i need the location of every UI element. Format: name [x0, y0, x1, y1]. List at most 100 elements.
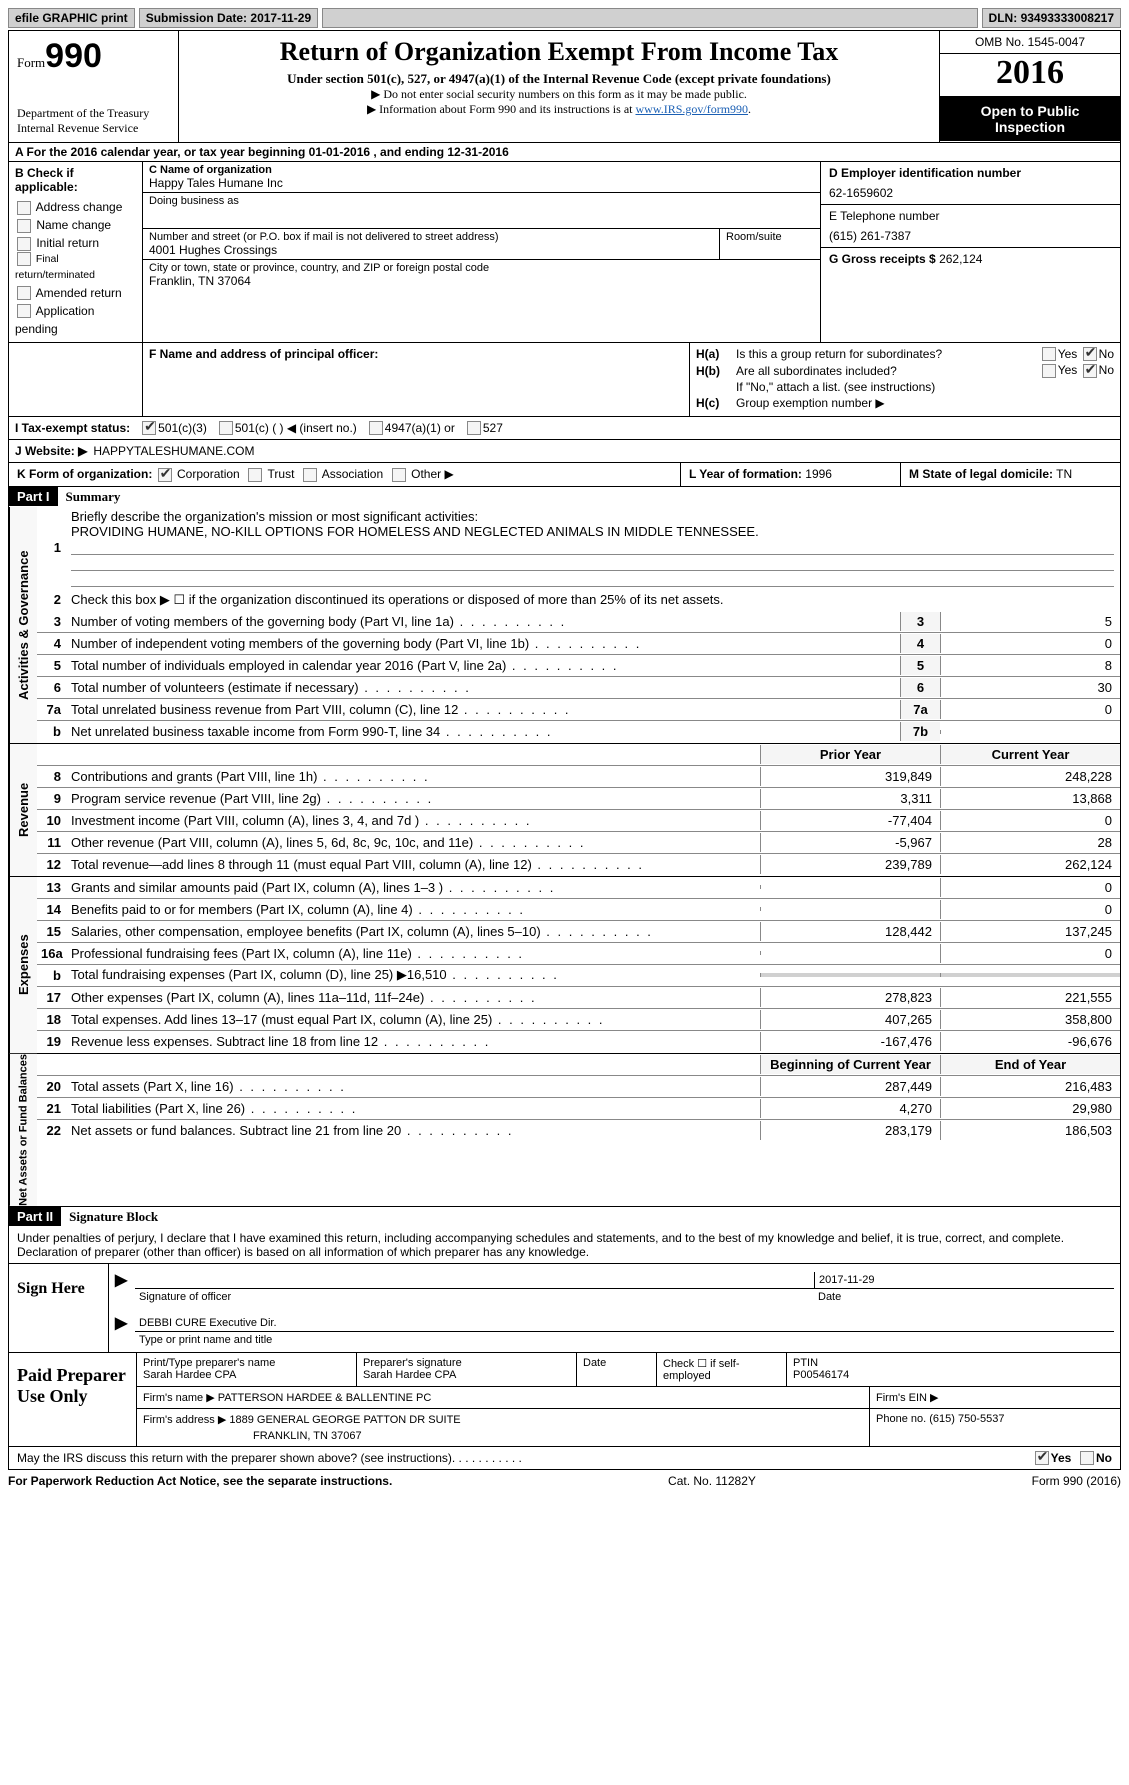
city-cell: City or town, state or province, country…	[143, 260, 820, 290]
summary-line: 17Other expenses (Part IX, column (A), l…	[37, 987, 1120, 1009]
ha-no[interactable]	[1083, 347, 1097, 361]
summary-line: 18Total expenses. Add lines 13–17 (must …	[37, 1009, 1120, 1031]
form-ref: Form 990 (2016)	[1032, 1474, 1121, 1488]
officer-name: DEBBI CURE Executive Dir.	[135, 1315, 1114, 1331]
summary-line: 7aTotal unrelated business revenue from …	[37, 699, 1120, 721]
open-inspection: Open to Public Inspection	[940, 97, 1120, 141]
form-title: Return of Organization Exempt From Incom…	[187, 37, 931, 67]
summary-line: 15Salaries, other compensation, employee…	[37, 921, 1120, 943]
chk-final-return[interactable]: Final return/terminated	[15, 252, 136, 284]
summary-line: 10Investment income (Part VIII, column (…	[37, 810, 1120, 832]
chk-initial-return[interactable]: Initial return	[15, 234, 136, 252]
chk-501c3[interactable]	[142, 421, 156, 435]
footer: For Paperwork Reduction Act Notice, see …	[8, 1470, 1121, 1492]
section-l: L Year of formation: 1996	[680, 463, 900, 486]
street-cell: Number and street (or P.O. box if mail i…	[143, 229, 720, 260]
section-m: M State of legal domicile: TN	[900, 463, 1120, 486]
section-a: A For the 2016 calendar year, or tax yea…	[8, 143, 1121, 162]
summary-line: 6Total number of volunteers (estimate if…	[37, 677, 1120, 699]
chk-amended[interactable]: Amended return	[15, 284, 136, 302]
governance-section: Activities & Governance 1 Briefly descri…	[8, 507, 1121, 744]
summary-line: 4Number of independent voting members of…	[37, 633, 1120, 655]
firm-city: FRANKLIN, TN 37067	[253, 1430, 863, 1442]
summary-line: 19Revenue less expenses. Subtract line 1…	[37, 1031, 1120, 1053]
city-state-zip: Franklin, TN 37064	[149, 274, 814, 288]
summary-line: 21Total liabilities (Part X, line 26)4,2…	[37, 1098, 1120, 1120]
section-f: F Name and address of principal officer:	[143, 343, 690, 417]
chk-4947[interactable]	[369, 421, 383, 435]
ha-yes[interactable]	[1042, 347, 1056, 361]
summary-line: 3Number of voting members of the governi…	[37, 611, 1120, 633]
firm-address: 1889 GENERAL GEORGE PATTON DR SUITE	[229, 1414, 460, 1426]
signature-block: Under penalties of perjury, I declare th…	[8, 1227, 1121, 1353]
summary-line: 12Total revenue—add lines 8 through 11 (…	[37, 854, 1120, 876]
form-subtitle: Under section 501(c), 527, or 4947(a)(1)…	[187, 71, 931, 87]
topbar-spacer	[322, 8, 977, 28]
form-note2: ▶ Information about Form 990 and its ins…	[187, 102, 931, 117]
section-g: G Gross receipts $ 262,124	[821, 248, 1120, 270]
firm-phone: (615) 750-5537	[929, 1413, 1004, 1425]
sections-deg: D Employer identification number 62-1659…	[820, 162, 1120, 342]
revenue-tab: Revenue	[9, 744, 37, 876]
governance-tab: Activities & Governance	[9, 507, 37, 743]
dln: DLN: 93493333008217	[982, 8, 1121, 28]
hb-no[interactable]	[1083, 364, 1097, 378]
chk-other[interactable]	[392, 468, 406, 482]
section-b-label: B Check if applicable:	[15, 166, 136, 194]
section-j: J Website: ▶ HAPPYTALESHUMANE.COM	[8, 440, 1121, 463]
summary-line: 9Program service revenue (Part VIII, lin…	[37, 788, 1120, 810]
header-left: Form990 Department of the Treasury Inter…	[9, 31, 179, 142]
section-i: I Tax-exempt status: 501(c)(3) 501(c) ( …	[8, 417, 1121, 440]
irs-label: Internal Revenue Service	[17, 121, 170, 136]
summary-line: 8Contributions and grants (Part VIII, li…	[37, 766, 1120, 788]
discuss-yes[interactable]	[1035, 1451, 1049, 1465]
street-address: 4001 Hughes Crossings	[149, 243, 713, 257]
summary-line: bNet unrelated business taxable income f…	[37, 721, 1120, 743]
preparer-signature: Sarah Hardee CPA	[363, 1369, 570, 1381]
paid-preparer-label: Paid Preparer Use Only	[9, 1353, 137, 1446]
form-note1: ▶ Do not enter social security numbers o…	[187, 87, 931, 102]
form-label: Form	[17, 55, 45, 70]
firm-name: PATTERSON HARDEE & BALLENTINE PC	[218, 1392, 432, 1404]
org-name: Happy Tales Humane Inc	[149, 176, 814, 190]
discuss-no[interactable]	[1080, 1451, 1094, 1465]
summary-line: 16aProfessional fundraising fees (Part I…	[37, 943, 1120, 965]
chk-address-change[interactable]: Address change	[15, 198, 136, 216]
sign-here-label: Sign Here	[9, 1264, 109, 1352]
preparer-name: Sarah Hardee CPA	[143, 1369, 350, 1381]
efile-label: efile GRAPHIC print	[8, 8, 135, 28]
dba-cell: Doing business as	[143, 193, 820, 229]
top-bar: efile GRAPHIC print Submission Date: 201…	[8, 8, 1121, 28]
section-c: C Name of organization Happy Tales Human…	[143, 162, 820, 342]
irs-link[interactable]: www.IRS.gov/form990	[635, 102, 748, 116]
header-mid: Return of Organization Exempt From Incom…	[179, 31, 940, 142]
netassets-section: Net Assets or Fund Balances Beginning of…	[8, 1054, 1121, 1207]
summary-line: 20Total assets (Part X, line 16)287,4492…	[37, 1076, 1120, 1098]
summary-line: 5Total number of individuals employed in…	[37, 655, 1120, 677]
org-name-cell: C Name of organization Happy Tales Human…	[143, 162, 820, 193]
website: HAPPYTALESHUMANE.COM	[93, 444, 254, 458]
summary-line: 14Benefits paid to or for members (Part …	[37, 899, 1120, 921]
hb-yes[interactable]	[1042, 364, 1056, 378]
cat-no: Cat. No. 11282Y	[668, 1474, 756, 1488]
discuss-row: May the IRS discuss this return with the…	[8, 1447, 1121, 1470]
chk-527[interactable]	[467, 421, 481, 435]
chk-name-change[interactable]: Name change	[15, 216, 136, 234]
gross-receipts: 262,124	[939, 252, 982, 266]
section-k: K Form of organization: Corporation Trus…	[9, 463, 680, 486]
ptin: P00546174	[793, 1369, 1114, 1381]
chk-trust[interactable]	[248, 468, 262, 482]
chk-association[interactable]	[303, 468, 317, 482]
part2-header: Part IISignature Block	[8, 1207, 1121, 1227]
section-h: H(a) Is this a group return for subordin…	[690, 343, 1120, 417]
summary-line: 11Other revenue (Part VIII, column (A), …	[37, 832, 1120, 854]
summary-line: 22Net assets or fund balances. Subtract …	[37, 1120, 1120, 1142]
revenue-section: Revenue Prior Year Current Year 8Contrib…	[8, 744, 1121, 877]
chk-corporation[interactable]	[158, 468, 172, 482]
mission-text: PROVIDING HUMANE, NO-KILL OPTIONS FOR HO…	[71, 524, 1114, 539]
room-cell: Room/suite	[720, 229, 820, 260]
chk-application-pending[interactable]: Application pending	[15, 302, 136, 338]
chk-501c[interactable]	[219, 421, 233, 435]
sections-fh: F Name and address of principal officer:…	[8, 343, 1121, 418]
telephone: (615) 261-7387	[829, 229, 1112, 243]
